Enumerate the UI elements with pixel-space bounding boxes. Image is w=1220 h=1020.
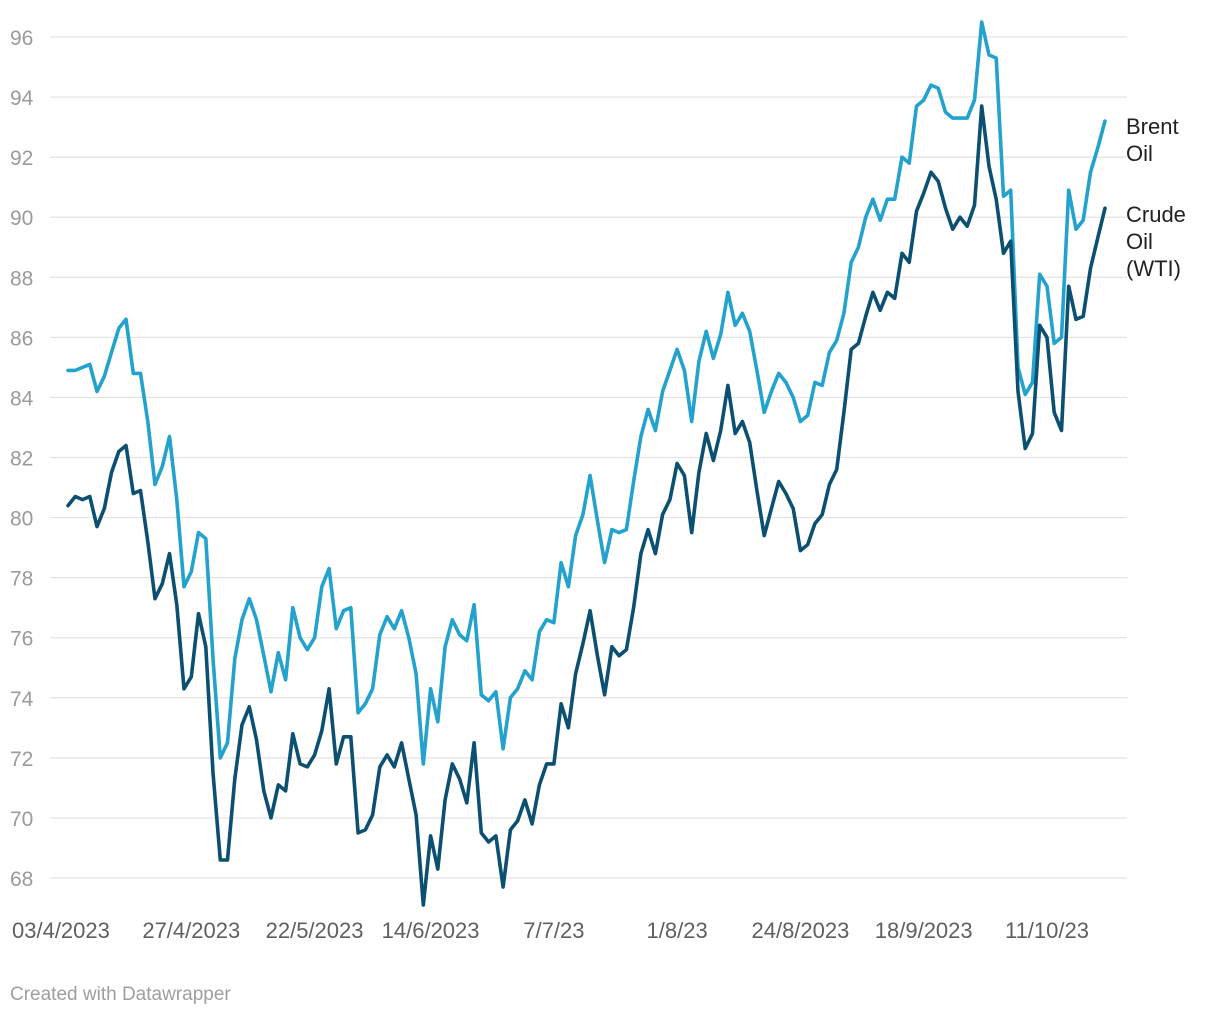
series-line-crude-oil-wti bbox=[66, 104, 1107, 907]
series-lines bbox=[66, 20, 1107, 907]
x-tick-label: 18/9/2023 bbox=[875, 918, 973, 943]
y-tick-label-88: 88 bbox=[10, 267, 33, 290]
y-tick-label-78: 78 bbox=[10, 568, 33, 591]
line-chart: 68 70 72 74 76 78 80 82 84 86 88 90 92 94 96 03/4/2023… bbox=[10, 20, 1186, 943]
gridlines bbox=[50, 36, 1127, 879]
y-tick-label-94: 94 bbox=[10, 87, 34, 110]
x-tick-label: 03/4/2023 bbox=[12, 918, 110, 943]
y-tick-label-68: 68 bbox=[10, 868, 33, 891]
x-axis-ticks: 03/4/2023 27/4/2023 22/5/2023 14/6/2023 7/7/… bbox=[12, 918, 1089, 943]
y-axis-ticks: 68 70 72 74 76 78 80 82 84 86 88 90 92 94 96 bbox=[10, 27, 34, 891]
series-label-crude-oil-wti: Crude Oil (WTI) bbox=[1126, 202, 1186, 281]
y-tick-label-72: 72 bbox=[10, 748, 33, 771]
series-label-brent-oil: Brent Oil bbox=[1126, 114, 1179, 166]
x-tick-label: 7/7/23 bbox=[523, 918, 584, 943]
y-tick-label-76: 76 bbox=[10, 628, 33, 651]
series-labels: Brent Oil Crude Oil (WTI) bbox=[1126, 114, 1186, 281]
y-tick-label-70: 70 bbox=[10, 808, 33, 831]
x-tick-label: 24/8/2023 bbox=[751, 918, 849, 943]
x-tick-label: 14/6/2023 bbox=[382, 918, 480, 943]
y-tick-label-92: 92 bbox=[10, 147, 33, 170]
y-tick-label-90: 90 bbox=[10, 207, 33, 230]
y-tick-label-82: 82 bbox=[10, 448, 33, 471]
y-tick-label-86: 86 bbox=[10, 327, 33, 350]
y-tick-label-80: 80 bbox=[10, 508, 33, 531]
y-tick-label-84: 84 bbox=[10, 387, 34, 410]
x-tick-label: 22/5/2023 bbox=[266, 918, 364, 943]
series-line-brent-oil bbox=[66, 20, 1107, 766]
credit-text: Created with Datawrapper bbox=[10, 984, 231, 1005]
y-tick-label-96: 96 bbox=[10, 27, 33, 50]
x-tick-label: 1/8/23 bbox=[647, 918, 708, 943]
y-tick-label-74: 74 bbox=[10, 688, 34, 711]
x-tick-label: 11/10/23 bbox=[1005, 918, 1089, 943]
x-tick-label: 27/4/2023 bbox=[142, 918, 240, 943]
